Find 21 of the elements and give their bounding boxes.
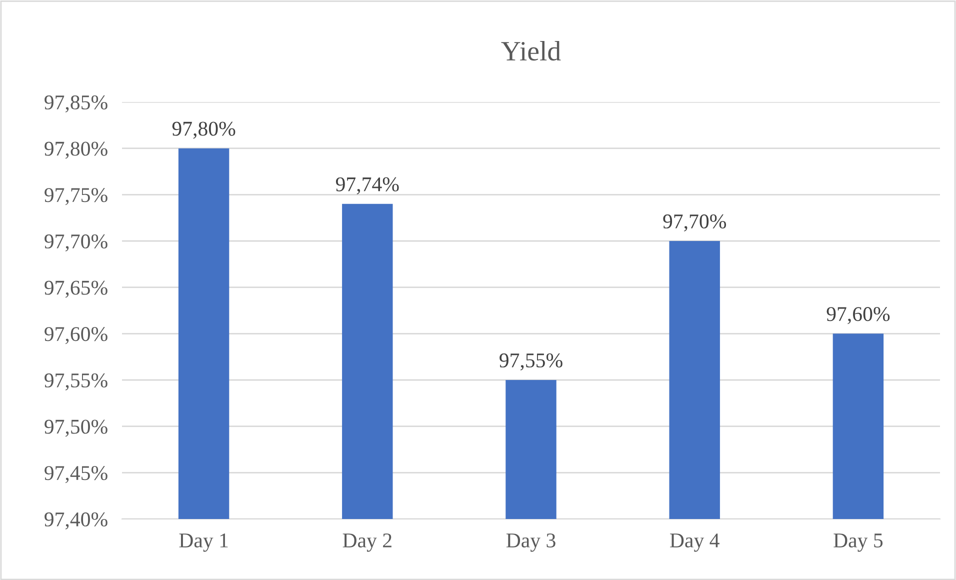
data-label: 97,60% bbox=[826, 307, 890, 324]
x-tick-label: Day 3 bbox=[506, 533, 556, 552]
y-tick-label: 97,45% bbox=[44, 466, 108, 484]
data-label: 97,55% bbox=[500, 353, 562, 370]
chart-title: Yield bbox=[501, 41, 561, 61]
x-tick-label: Day 1 bbox=[179, 534, 228, 552]
x-tick-label: Day 4 bbox=[670, 534, 720, 552]
x-tick-label: Day 2 bbox=[342, 533, 392, 552]
y-tick-label: 97,65% bbox=[44, 280, 108, 298]
y-tick-label: 97,70% bbox=[44, 234, 108, 252]
x-tick-label: Day 5 bbox=[834, 534, 883, 552]
y-tick-label: 97,50% bbox=[44, 420, 108, 437]
y-tick-label: 97,40% bbox=[44, 512, 108, 530]
y-tick-label: 97,55% bbox=[44, 373, 108, 390]
y-tick-label: 97,60% bbox=[44, 327, 108, 344]
data-label: 97,70% bbox=[663, 214, 726, 232]
data-label: 97,74% bbox=[336, 177, 399, 194]
y-tick-label: 97,75% bbox=[44, 188, 108, 206]
y-tick-label: 97,80% bbox=[44, 142, 108, 159]
y-tick-label: 97,85% bbox=[44, 95, 108, 112]
data-label: 97,80% bbox=[172, 122, 236, 139]
